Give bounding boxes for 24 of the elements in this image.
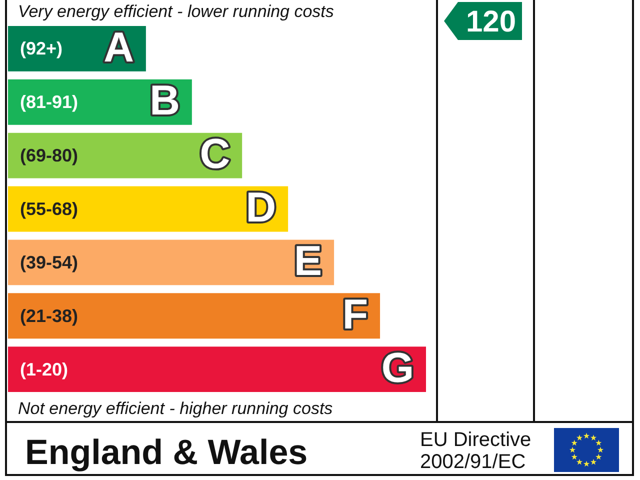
bar xyxy=(8,186,288,232)
y-tick-label: D xyxy=(246,184,276,231)
y-tick-label: E xyxy=(294,237,322,284)
bar xyxy=(8,240,334,286)
text: Very energy efficient - lower running costs xyxy=(18,2,334,21)
annotation: (39-54) xyxy=(20,252,78,272)
y-tick-label: A xyxy=(104,23,134,70)
annotation: (92+) xyxy=(20,38,63,59)
annotation: (69-80) xyxy=(20,146,78,166)
annotation: (21-38) xyxy=(20,306,78,326)
annotation: (1-20) xyxy=(20,359,68,380)
text: Not energy efficient - higher running costs xyxy=(18,399,334,418)
y-tick-label: G xyxy=(381,344,414,391)
bar xyxy=(8,346,426,392)
text: England & Wales xyxy=(25,433,308,472)
y-tick-label: C xyxy=(200,130,230,178)
y-tick-label: B xyxy=(150,76,180,124)
annotation: (81-91) xyxy=(20,92,78,112)
text: 120 xyxy=(466,6,516,38)
y-tick-label: F xyxy=(342,290,368,338)
bar xyxy=(8,132,242,178)
text: EU Directive 2002/91/EC xyxy=(420,429,532,473)
bar xyxy=(8,293,380,339)
annotation: (55-68) xyxy=(20,198,78,219)
